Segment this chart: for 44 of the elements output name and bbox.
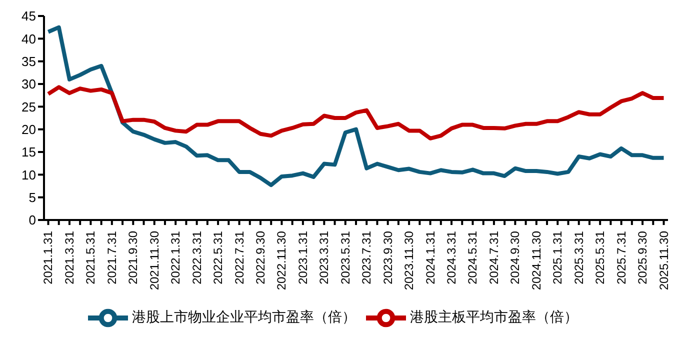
x-tick-label: 2024.5.31 xyxy=(466,230,480,284)
x-tick-label: 2022.1.31 xyxy=(168,230,183,284)
x-tick-label: 2023.5.31 xyxy=(338,230,352,284)
x-tick-label: 2022.7.31 xyxy=(232,230,246,284)
x-tick-label: 2023.3.31 xyxy=(317,230,332,284)
x-tick-label: 2022.9.30 xyxy=(253,230,268,284)
y-tick-label: 45 xyxy=(22,8,36,24)
x-tick-label: 2024.11.30 xyxy=(529,230,544,290)
x-tick-label: 2022.3.31 xyxy=(190,230,204,284)
x-tick-label: 2025.7.31 xyxy=(614,230,628,284)
x-tick-label: 2025.9.30 xyxy=(636,230,650,284)
y-tick-label: 35 xyxy=(22,54,36,69)
y-tick-label: 25 xyxy=(22,99,36,114)
x-tick-label: 2021.9.30 xyxy=(126,230,140,284)
x-tick-label: 2025.3.31 xyxy=(572,230,586,284)
x-tick-label: 2025.5.31 xyxy=(593,230,608,284)
x-tick-label: 2021.7.31 xyxy=(104,230,119,284)
x-tick-label: 2023.1.31 xyxy=(296,230,310,284)
x-tick-label: 2023.11.30 xyxy=(402,230,416,290)
x-tick-label: 2024.1.31 xyxy=(423,230,438,284)
line-series xyxy=(46,25,666,188)
line-series xyxy=(46,85,666,140)
y-tick-label: 20 xyxy=(22,122,36,137)
x-tick-label: 2024.9.30 xyxy=(508,230,522,284)
x-tick-label: 2023.7.31 xyxy=(360,230,374,284)
x-tick-label: 2022.5.31 xyxy=(211,230,226,284)
y-tick-label: 0 xyxy=(28,212,36,228)
y-tick-label: 5 xyxy=(28,190,36,205)
y-tick-label: 30 xyxy=(22,76,36,92)
y-tick-label: 10 xyxy=(22,167,36,182)
y-tick-label: 40 xyxy=(22,31,36,46)
x-tick-label: 2021.1.31 xyxy=(41,230,56,284)
x-tick-label: 2023.9.30 xyxy=(380,230,395,284)
y-tick-label: 15 xyxy=(22,144,36,160)
x-tick-label: 2024.3.31 xyxy=(444,230,459,284)
x-tick-label: 2021.3.31 xyxy=(62,230,76,284)
legend-label: 港股上市物业企业平均市盈率（倍） xyxy=(132,308,356,325)
x-tick-label: 2021.5.31 xyxy=(84,230,98,284)
x-tick-label: 2024.7.31 xyxy=(486,230,501,284)
x-tick-label: 2022.11.30 xyxy=(274,230,289,290)
x-tick-label: 2025.1.31 xyxy=(550,230,565,284)
x-tick-label: 2025.11.30 xyxy=(656,230,671,290)
x-tick-label: 2021.11.30 xyxy=(147,230,162,290)
legend-label: 港股主板平均市盈率（倍） xyxy=(410,308,578,325)
